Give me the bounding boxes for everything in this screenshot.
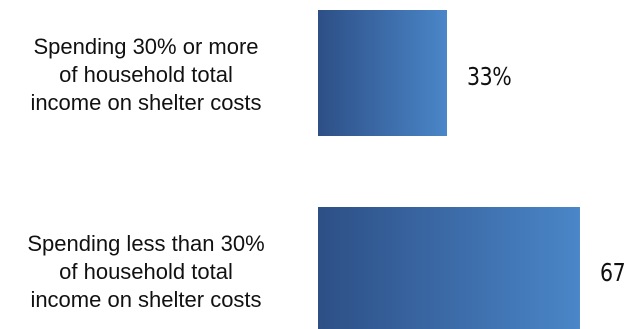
value-label-0: 33% bbox=[467, 62, 512, 91]
category-label-0: Spending 30% or more of household total … bbox=[30, 34, 262, 115]
bar-0 bbox=[318, 10, 448, 136]
category-label-1: Spending less than 30% of household tota… bbox=[27, 231, 265, 312]
bars-group bbox=[318, 10, 580, 329]
value-label-1: 67% bbox=[599, 258, 626, 287]
bar-1 bbox=[318, 207, 580, 329]
